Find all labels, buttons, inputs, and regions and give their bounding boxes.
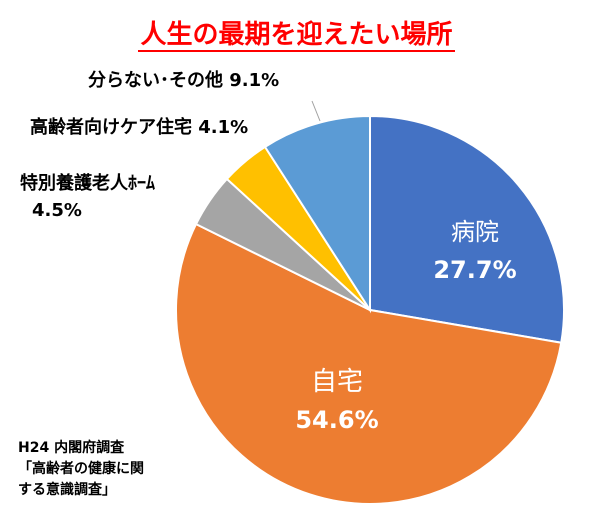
- slice-label-tokuyo: 特別養護老人ﾎｰﾑ: [20, 172, 155, 194]
- slice-label-wakaranai: 分らない･その他 9.1%: [88, 69, 279, 91]
- slice-value-jitaku: 54.6%: [295, 406, 378, 434]
- slice-label-byoin: 病院: [451, 218, 499, 246]
- source-line: する意識調査」: [18, 482, 116, 498]
- pie-slices: [175, 114, 566, 505]
- pie-slice-wakaranai: [263, 114, 371, 314]
- chart-title-text: 人生の最期を迎えたい場所: [138, 20, 455, 52]
- pie-slice-jitaku: [175, 222, 563, 505]
- source-line: H24 内閣府調査: [18, 440, 125, 456]
- source-note: H24 内閣府調査 「高齢者の健康に関 する意識調査」: [18, 438, 218, 501]
- leader-line: [311, 100, 321, 122]
- source-line: 「高齢者の健康に関: [18, 461, 144, 477]
- slice-value-byoin: 27.7%: [433, 256, 516, 284]
- slice-label-jitaku: 自宅: [311, 367, 363, 397]
- slice-label-koreisha: 高齢者向けケア住宅 4.1%: [30, 116, 248, 138]
- chart-title: 人生の最期を迎えたい場所: [0, 14, 593, 52]
- pie-slice-byoin: [369, 114, 566, 344]
- slice-value-tokuyo: 4.5%: [32, 200, 82, 221]
